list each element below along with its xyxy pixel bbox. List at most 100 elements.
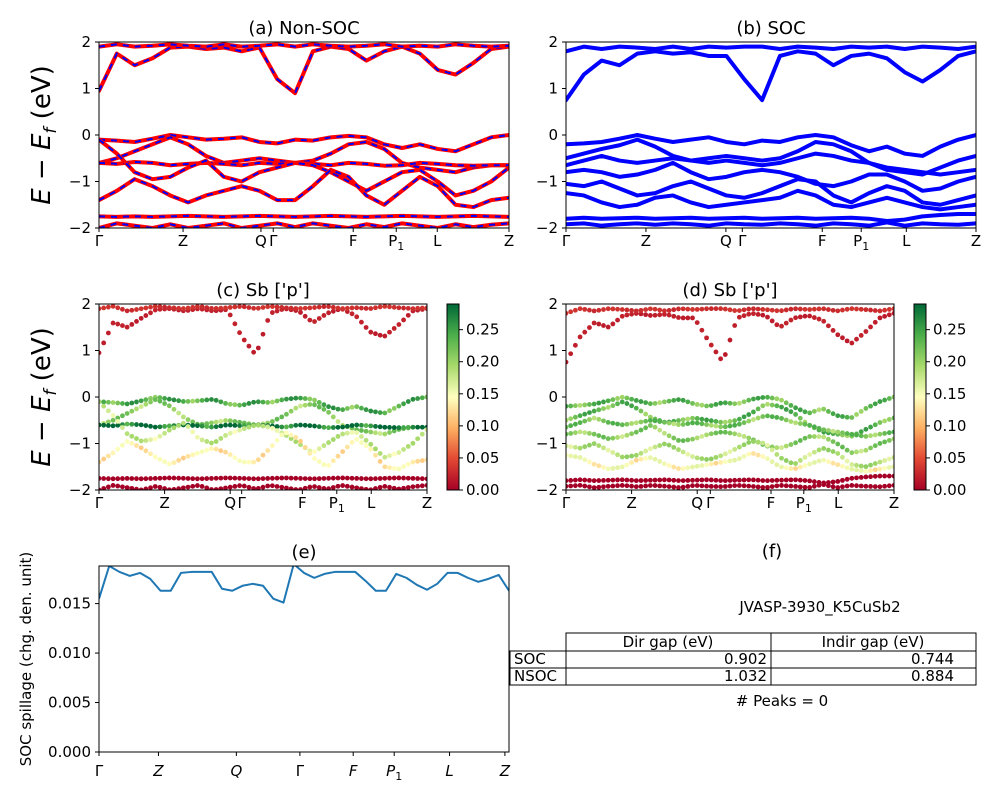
band-point [587, 484, 592, 490]
band-point [373, 446, 378, 452]
band-point [415, 483, 421, 489]
band-point [769, 478, 775, 483]
band-point [166, 427, 172, 433]
band-point [419, 476, 425, 482]
band-point [566, 310, 569, 316]
band-point [363, 305, 369, 311]
band-point [587, 442, 592, 448]
band-point [886, 483, 892, 489]
band-line-7 [566, 188, 976, 212]
band-point [765, 314, 770, 320]
x-tick-label: L [834, 494, 843, 512]
band-point [840, 307, 845, 313]
band-point [844, 414, 850, 420]
band-point [624, 477, 630, 483]
band-point [316, 400, 322, 405]
band-point [699, 483, 705, 489]
band-point [605, 398, 611, 404]
band-point [359, 405, 364, 411]
band-point [134, 476, 139, 482]
y-tick-label: 2 [81, 295, 91, 313]
band-point [769, 318, 775, 324]
band-point [110, 304, 116, 309]
band-point [746, 451, 752, 457]
band-point [284, 411, 289, 417]
y-tick-label: 0.010 [48, 644, 91, 662]
band-point [835, 451, 841, 456]
band-point [405, 475, 411, 481]
band-point [591, 441, 597, 447]
band-point [568, 431, 574, 436]
band-point [185, 453, 191, 459]
band-point [685, 315, 691, 321]
band-point [793, 306, 798, 312]
panel-d-sb-p: (d) Sb ['p']210−1−2Γ Z Q Γ F P1 L Z0.250.200.15… [536, 280, 967, 515]
band-point [643, 425, 649, 431]
band-point [816, 316, 822, 322]
band-point [312, 397, 317, 403]
band-point [732, 323, 738, 328]
band-point [811, 315, 817, 320]
band-point [779, 308, 784, 314]
band-point [826, 428, 831, 433]
band-point [854, 432, 859, 438]
band-point [344, 406, 350, 411]
band-point [405, 312, 411, 318]
band-point [605, 466, 611, 472]
band-point [816, 482, 822, 488]
y-axis-label: SOC spillage (chg. den. unit) [17, 552, 35, 767]
x-tick-label: Z [178, 232, 188, 250]
band-point [718, 484, 724, 490]
band-point [260, 331, 266, 337]
band-point [227, 475, 233, 481]
band-point [690, 307, 695, 312]
band-line-1 [566, 44, 976, 54]
band-point [629, 308, 634, 313]
band-point [237, 304, 242, 309]
band-point [120, 413, 125, 419]
band-point [708, 431, 714, 437]
band-point [802, 463, 808, 468]
band-point [840, 484, 845, 490]
band-point [722, 400, 728, 406]
band-point [572, 421, 578, 427]
band-point [279, 414, 285, 420]
band-point [382, 304, 388, 309]
band-point [577, 445, 583, 451]
band-point [255, 486, 261, 490]
band-point [171, 475, 177, 481]
x-tick-label: Γ [95, 494, 104, 512]
band-point [134, 307, 139, 312]
band-point [396, 486, 402, 490]
band-point [354, 437, 360, 442]
band-point [755, 395, 761, 401]
band-point [619, 422, 625, 428]
band-point [854, 449, 859, 455]
band-line-dashed-1 [99, 43, 509, 48]
band-point [99, 422, 102, 428]
band-point [624, 462, 630, 468]
band-point [835, 479, 841, 484]
band-point [148, 437, 153, 443]
band-point [807, 422, 813, 428]
band-point [652, 456, 658, 462]
band-point [260, 452, 266, 458]
band-point [872, 422, 878, 428]
band-point [605, 483, 611, 489]
band-point [858, 306, 864, 312]
band-point [708, 477, 714, 483]
band-point [124, 431, 130, 437]
band-point [302, 476, 308, 481]
band-point [101, 476, 107, 481]
band-point [854, 412, 859, 417]
band-point [830, 328, 836, 333]
band-point [769, 414, 775, 420]
band-point [401, 425, 406, 430]
band-point [288, 408, 294, 414]
panel-title: (e) [291, 542, 316, 563]
band-point [872, 467, 878, 473]
band-point [316, 476, 322, 482]
band-point [619, 307, 625, 312]
band-point [793, 412, 798, 417]
band-point [680, 449, 686, 455]
